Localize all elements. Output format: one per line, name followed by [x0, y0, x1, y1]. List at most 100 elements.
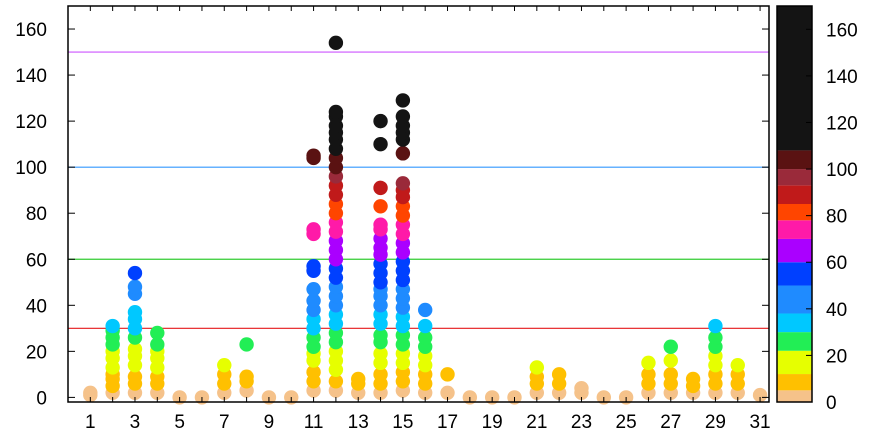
data-point [127, 305, 143, 320]
data-point [395, 109, 411, 124]
x-tick-label: 23 [571, 412, 592, 433]
data-point [529, 360, 545, 375]
data-point [217, 357, 232, 373]
data-points [83, 35, 768, 405]
data-point [150, 337, 165, 352]
colorbar-tick-label: 0 [826, 393, 837, 414]
x-tick-label: 25 [616, 412, 637, 433]
data-point [105, 318, 120, 334]
colorbar-frame [776, 5, 813, 403]
data-point [328, 104, 344, 120]
colorbar-band [777, 390, 812, 402]
data-point [373, 113, 388, 129]
data-point [574, 380, 589, 396]
x-tick-label: 21 [526, 412, 547, 433]
data-point [551, 367, 567, 382]
colorbar-band [777, 185, 812, 204]
data-point [306, 293, 321, 308]
colorbar-tick-label: 80 [826, 207, 847, 228]
colorbar-tick-label: 160 [826, 20, 858, 41]
colorbar-band [777, 313, 812, 333]
colorbar-tick-label: 120 [826, 113, 858, 134]
data-point [127, 369, 143, 384]
colorbar-band [777, 6, 812, 151]
data-point [127, 279, 143, 295]
data-point [239, 369, 254, 384]
x-axis: 1 3 5 7 9 11 13 15 17 19 21 23 25 27 29 31 [85, 6, 771, 433]
data-point [373, 180, 388, 196]
y-tick-label: 80 [26, 204, 47, 225]
colorbar-band [777, 220, 812, 239]
data-point [127, 265, 143, 281]
x-tick-label: 19 [482, 412, 503, 433]
x-tick-label: 11 [304, 412, 324, 433]
data-point [440, 385, 455, 400]
colorbar-axis: 0 20 40 60 80 100 120 140 160 [806, 20, 858, 414]
colorbar-band [777, 350, 812, 375]
x-tick-label: 1 [85, 412, 96, 433]
x-tick-label: 7 [219, 412, 230, 433]
x-tick-label: 31 [749, 412, 770, 433]
data-point [395, 176, 411, 191]
data-point [417, 318, 433, 334]
data-point [328, 374, 344, 389]
plot-frame [67, 5, 770, 403]
x-tick-label: 17 [437, 412, 458, 433]
data-point [663, 367, 678, 382]
data-point [373, 328, 388, 343]
data-point [752, 387, 768, 403]
colorbar-tick-label: 140 [826, 67, 858, 88]
x-tick-label: 27 [660, 412, 681, 433]
data-point [239, 337, 254, 352]
data-point [373, 217, 388, 232]
colorbar-tick-label: 20 [826, 346, 847, 367]
colorbar-band [777, 374, 812, 391]
y-axis: 0 20 40 60 80 100 120 140 160 [15, 20, 769, 409]
data-point [395, 93, 411, 108]
data-point [373, 346, 388, 361]
x-tick-label: 13 [348, 412, 369, 433]
data-point [373, 199, 388, 214]
colorbar-band [777, 332, 812, 351]
y-tick-label: 40 [26, 296, 47, 317]
data-point [663, 353, 678, 368]
data-point [306, 258, 321, 274]
y-tick-label: 140 [15, 66, 47, 87]
colorbar [776, 5, 813, 403]
colorbar-tick-label: 40 [826, 300, 847, 321]
data-point [708, 318, 723, 334]
data-point [306, 222, 321, 237]
data-point [373, 136, 388, 152]
data-point [708, 330, 723, 345]
data-point [328, 35, 344, 51]
data-point [127, 341, 143, 357]
colorbar-band [777, 169, 812, 186]
data-point [440, 367, 455, 382]
colorbar-tick-label: 60 [826, 253, 847, 274]
data-point [351, 371, 366, 387]
x-tick-label: 3 [130, 412, 141, 433]
data-point [641, 355, 656, 371]
data-point [306, 364, 321, 380]
y-tick-label: 0 [36, 388, 47, 409]
y-tick-label: 120 [15, 112, 47, 133]
data-point [417, 302, 433, 318]
plot-area [68, 6, 769, 402]
data-point [395, 146, 411, 161]
colorbar-tick-label: 100 [826, 160, 858, 181]
y-tick-label: 60 [26, 250, 47, 271]
data-point [685, 371, 701, 387]
data-point [150, 325, 165, 341]
colorbar-band [777, 204, 812, 221]
x-tick-label: 9 [264, 412, 275, 433]
x-tick-label: 15 [392, 412, 413, 433]
data-point [730, 357, 745, 373]
x-tick-label: 5 [174, 412, 185, 433]
data-point [306, 281, 321, 297]
x-tick-label: 29 [705, 412, 726, 433]
y-tick-label: 100 [15, 158, 47, 179]
data-point [373, 367, 388, 382]
colorbar-band [777, 238, 812, 263]
y-tick-label: 20 [26, 342, 47, 363]
